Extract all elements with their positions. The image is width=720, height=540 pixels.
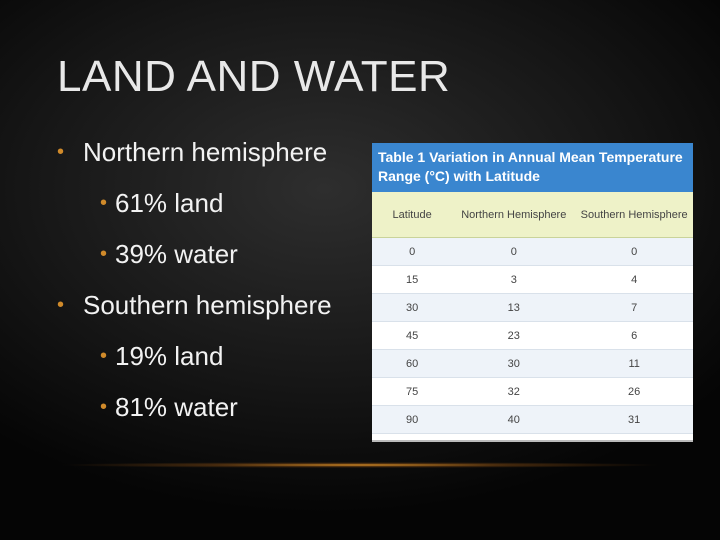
sub-bullet-text: 61% land: [115, 188, 224, 218]
table-cell: 90: [406, 413, 419, 426]
table-cell: 30: [406, 301, 419, 314]
table-row: 15 3 4: [372, 266, 693, 294]
table-cell: 75: [406, 385, 419, 398]
bullet-dot: •: [57, 141, 65, 163]
table-cell: 23: [507, 329, 520, 342]
table-cell: 6: [631, 329, 638, 342]
table-image: Table 1 Variation in Annual Mean Tempera…: [372, 143, 693, 442]
bullet-dot: •: [100, 345, 108, 367]
table-cell: 7: [631, 301, 638, 314]
table-cell: 32: [507, 385, 520, 398]
table-cell: 13: [507, 301, 520, 314]
sub-bullet-text: 39% water: [115, 239, 238, 269]
glow-line: [60, 462, 660, 468]
sub-bullet-text: 81% water: [115, 392, 238, 422]
column-header: Latitude: [392, 208, 432, 221]
table-cell: 4: [631, 273, 638, 286]
table-row: 60 30 11: [372, 350, 693, 378]
table-row: 75 32 26: [372, 378, 693, 406]
table-row: 90 40 31: [372, 406, 693, 434]
bullet-dot: •: [100, 192, 108, 214]
table-row: 0 0 0: [372, 238, 693, 266]
table-cell: 3: [510, 273, 517, 286]
table-cell: 15: [406, 273, 419, 286]
bullet-dot: •: [100, 396, 108, 418]
column-header: Southern Hemisphere: [580, 208, 688, 221]
bullet-dot: •: [100, 243, 108, 265]
slide-title: LAND AND WATER: [57, 52, 451, 101]
table-cell: 11: [628, 357, 640, 370]
table-cell: 45: [406, 329, 419, 342]
table-cell: 26: [628, 385, 641, 398]
table-cell: 40: [507, 413, 520, 426]
table-body: 0 0 0 15 3 4 30 13 7 45 23 6 60 30 11 75 32 26 90 40 31: [372, 238, 693, 434]
bullet-text: Northern hemisphere: [83, 137, 328, 167]
table-cell: 0: [510, 245, 517, 258]
table-cell: 0: [409, 245, 416, 258]
table-cell: 0: [631, 245, 638, 258]
table-caption: Table 1 Variation in Annual Mean Tempera…: [372, 143, 693, 192]
table-cell: 31: [628, 413, 641, 426]
table-header: Latitude Northern Hemisphere Southern Hemi…: [372, 192, 693, 238]
sub-bullet-text: 19% land: [115, 341, 224, 371]
table-row: 30 13 7: [372, 294, 693, 322]
table-row: 45 23 6: [372, 322, 693, 350]
bullet-dot: •: [57, 294, 65, 316]
bullet-text: Southern hemisphere: [83, 290, 332, 320]
table-cell: 30: [507, 357, 520, 370]
table-cell: 60: [406, 357, 419, 370]
column-header: Northern Hemisphere: [461, 208, 567, 221]
